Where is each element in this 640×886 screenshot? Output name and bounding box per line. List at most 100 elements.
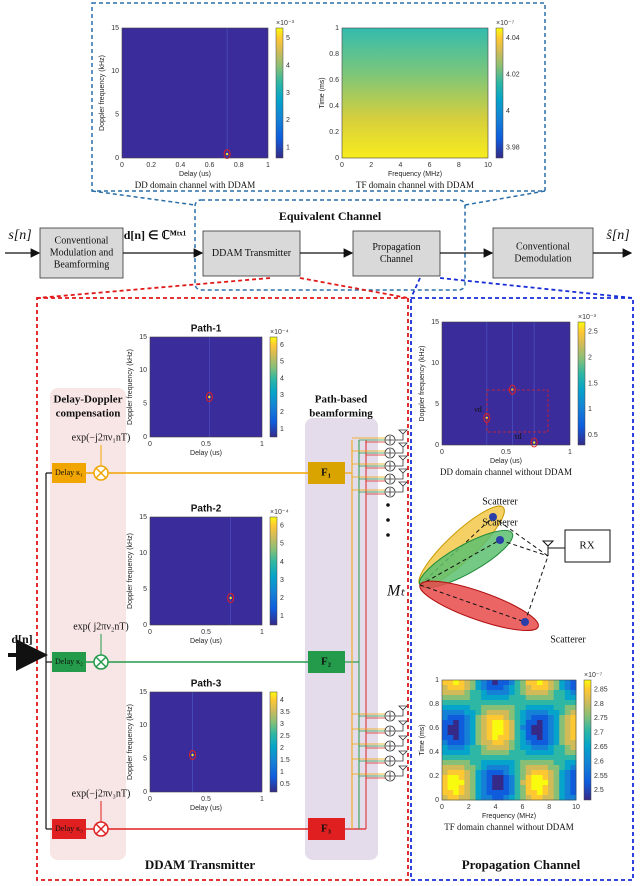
heat-cell xyxy=(548,745,555,751)
heat-cell xyxy=(548,770,555,776)
heat-cell xyxy=(464,695,471,701)
heat-cell xyxy=(559,695,566,701)
heat-cell xyxy=(536,710,543,716)
heat-cell xyxy=(447,695,454,701)
heat-cell xyxy=(514,745,521,751)
heat-cell xyxy=(447,720,454,726)
heat-cell xyxy=(486,690,493,696)
heat-cell xyxy=(458,685,465,691)
antenna xyxy=(395,481,408,493)
heat-cell xyxy=(509,795,515,801)
heat-cell xyxy=(509,740,515,746)
heat-cell xyxy=(520,710,527,716)
heat-cell xyxy=(447,775,454,781)
heat-cell xyxy=(469,740,476,746)
heat-cell xyxy=(531,715,538,721)
colorbar xyxy=(495,27,504,159)
heat-cell xyxy=(559,685,566,691)
heatmap xyxy=(150,692,262,792)
heat-cell xyxy=(559,735,566,741)
heat-cell xyxy=(536,785,543,791)
heatmap xyxy=(122,28,268,158)
y-tick-label: 10 xyxy=(139,550,147,557)
y-tick-label: 0 xyxy=(143,434,147,441)
heat-cell xyxy=(570,780,577,786)
heat-cell xyxy=(481,700,488,706)
heat-cell xyxy=(442,700,448,706)
heat-cell xyxy=(447,745,454,751)
adder-plus xyxy=(386,727,394,735)
heat-cell xyxy=(542,745,549,751)
heat-cell xyxy=(486,730,493,736)
heat-cell xyxy=(492,720,499,726)
heat-cell xyxy=(447,770,454,776)
heat-cell xyxy=(497,780,504,786)
heat-cell xyxy=(514,790,521,796)
heat-cell xyxy=(520,725,527,731)
heat-cell xyxy=(469,730,476,736)
colorbar-label: 1 xyxy=(286,144,290,151)
scatterer-label: Scatterer xyxy=(482,496,518,507)
heat-cell xyxy=(458,745,465,751)
heat-cell xyxy=(475,705,482,711)
plot-frame xyxy=(149,516,263,626)
heat-cell xyxy=(536,795,543,801)
heat-cell xyxy=(492,790,499,796)
heat-cell xyxy=(509,695,515,701)
heat-cell xyxy=(548,695,555,701)
y-tick-label: 5 xyxy=(435,401,439,408)
heat-cell xyxy=(525,760,532,766)
adder-plus xyxy=(386,449,394,457)
heat-cell xyxy=(503,735,510,741)
heat-cell xyxy=(475,710,482,716)
x-axis-label: Frequency (MHz) xyxy=(388,171,442,178)
heat-cell xyxy=(542,790,549,796)
heat-cell xyxy=(475,725,482,731)
heat-cell xyxy=(531,680,538,686)
colorbar-label: 4 xyxy=(280,559,284,566)
heat-cell xyxy=(497,745,504,751)
heat-cell xyxy=(548,790,555,796)
heat-cell xyxy=(564,765,571,771)
heat-cell xyxy=(475,750,482,756)
heat-cell xyxy=(509,790,515,796)
heat-cell xyxy=(548,725,555,731)
heat-cell xyxy=(525,730,532,736)
heat-cell xyxy=(453,795,460,801)
heat-cell xyxy=(497,715,504,721)
colorbar-label: 4 xyxy=(506,108,510,115)
heat-cell xyxy=(520,720,527,726)
y-tick-label: 1 xyxy=(335,25,339,32)
heat-cell xyxy=(469,695,476,701)
heat-cell xyxy=(503,785,510,791)
heat-cell xyxy=(492,695,499,701)
heat-cell xyxy=(536,760,543,766)
heat-cell xyxy=(475,690,482,696)
heat-cell xyxy=(464,775,471,781)
heat-cell xyxy=(486,755,493,761)
colorbar-label: 4 xyxy=(280,375,284,382)
heat-cell xyxy=(553,715,560,721)
heat-cell xyxy=(531,685,538,691)
heat-cell xyxy=(548,720,555,726)
heat-cell xyxy=(509,770,515,776)
adder-plus xyxy=(386,712,394,720)
y-tick-label: 0.6 xyxy=(329,77,339,84)
heat-cell xyxy=(548,740,555,746)
heat-cell xyxy=(497,695,504,701)
heatmap xyxy=(150,337,262,437)
heat-cell xyxy=(548,685,555,691)
heat-cell xyxy=(453,700,460,706)
heat-cell xyxy=(503,745,510,751)
delay-label: Delay κ₂ xyxy=(55,657,83,666)
heat-cell xyxy=(570,715,577,721)
colorbar-exponent: ×10⁻⁴ xyxy=(270,329,289,336)
colorbar xyxy=(577,321,586,446)
heat-cell xyxy=(492,680,499,686)
heat-cell xyxy=(553,780,560,786)
heat-cell xyxy=(525,765,532,771)
scatterer xyxy=(489,513,497,521)
plot-caption: TF domain channel without DDAM xyxy=(444,822,574,832)
colorbar-label: 5 xyxy=(280,541,284,548)
